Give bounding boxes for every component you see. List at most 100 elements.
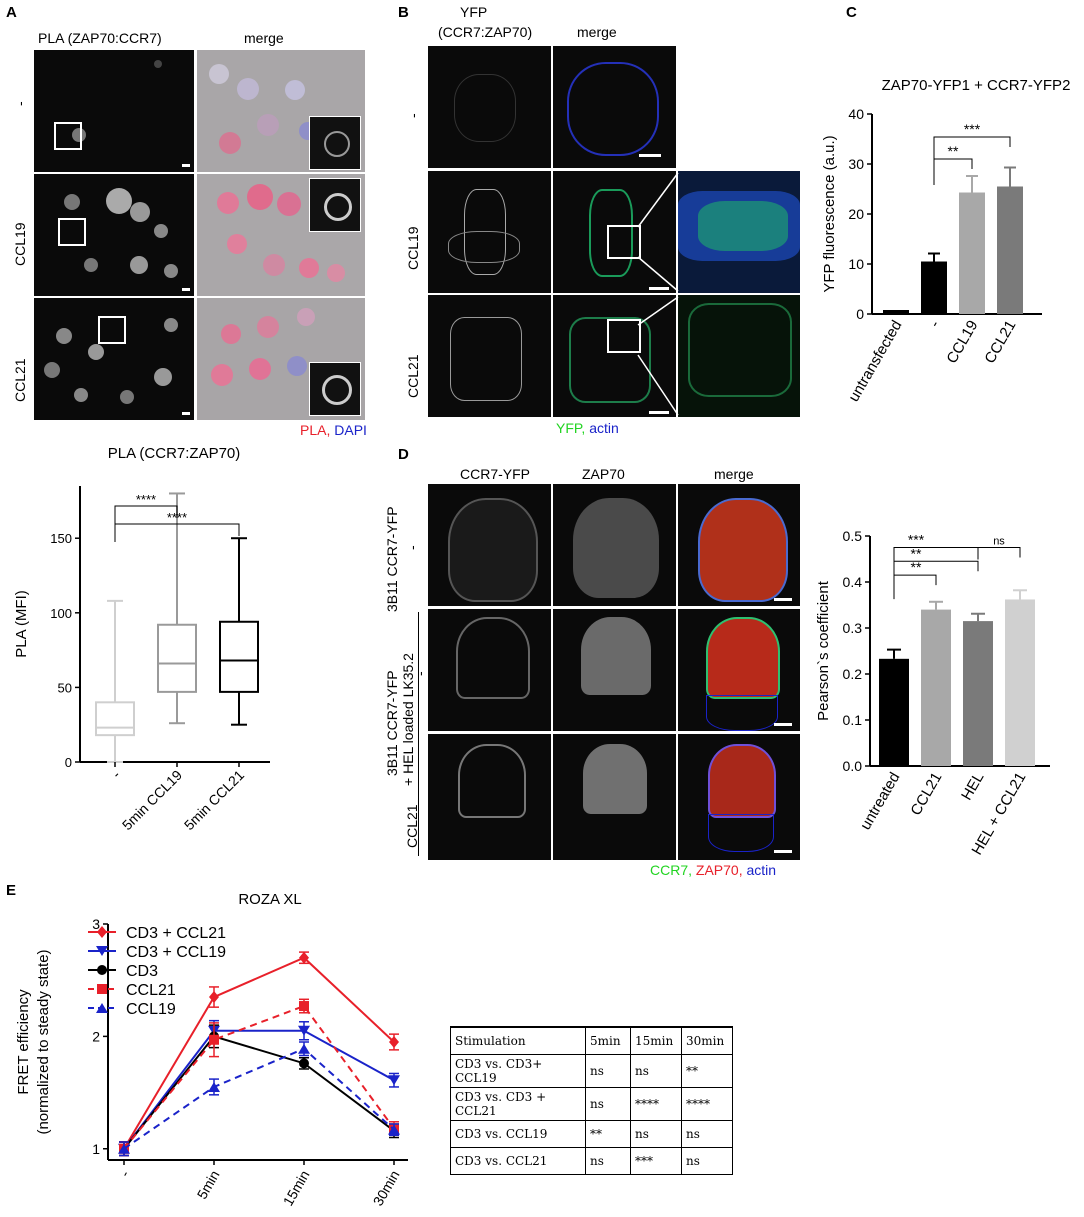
significance-label: ns [993, 536, 1005, 548]
legend-marker [97, 926, 107, 938]
table-cell: CD3 vs. CCL21 [450, 1147, 586, 1175]
panel-a-pla-image-row1 [34, 50, 194, 172]
panel-a-letter: A [6, 4, 17, 21]
table-row: CD3 vs. CCL21 ns *** ns [450, 1147, 733, 1175]
table-row: CD3 vs. CD3+ CCL19 ns ns ** [450, 1054, 733, 1088]
y-tick-label: 100 [50, 606, 72, 621]
panel-d-ccr7-image-row2 [428, 609, 551, 731]
y-tick-label: 3 [92, 916, 100, 932]
series-line [123, 956, 395, 1150]
legend-label: CCL19 [126, 1001, 176, 1018]
bar [997, 186, 1023, 314]
panel-a-merge-image-row2 [197, 174, 365, 296]
table-cell: ** [681, 1054, 733, 1088]
table-cell: ns [585, 1054, 631, 1088]
panel-a-row-label-1: - [12, 101, 28, 106]
series-line [123, 1035, 395, 1150]
panel-d-group-label-1: 3B11 CCR7-YFP [384, 506, 400, 612]
panel-b-yfp-image-row2 [428, 171, 551, 293]
table-cell: **** [630, 1087, 682, 1121]
y-tick-label: 40 [848, 106, 864, 122]
x-tick-label: 5min CCL19 [119, 767, 185, 833]
bar [921, 261, 947, 314]
panel-a-merge-image-row3 [197, 298, 365, 420]
bar [879, 658, 909, 766]
panel-d-merge-image-row1 [678, 484, 800, 606]
significance-label: *** [964, 121, 981, 137]
y-axis-label: PLA (MFI) [13, 590, 30, 658]
y-tick-label: 0 [65, 755, 72, 770]
legend-label: CD3 [126, 963, 158, 980]
x-tick-label: HEL [958, 770, 987, 804]
y-tick-label: 0.5 [843, 528, 863, 544]
panel-d-bar-chart: 0.0 0.1 0.2 0.3 0.4 0.5 Pearson`s coefficient u… [815, 528, 1050, 858]
x-tick-label: untransfected [845, 318, 905, 405]
series-line [123, 1029, 395, 1150]
panel-b-merge-image-row3 [553, 295, 676, 417]
legend-label: CD3 + CCL21 [126, 925, 226, 942]
x-tick-label: CCL21 [907, 770, 945, 819]
bar [883, 310, 909, 314]
panel-e-line-chart: ROZA XL 1 2 3 FRET efficiency (normalized to … [15, 891, 408, 1209]
table-cell: ** [585, 1120, 631, 1148]
panel-a-legend: PLA, DAPI [300, 422, 367, 438]
panel-d-ccr7-image-row3 [428, 734, 551, 860]
y-axis-label-2: (normalized to steady state) [35, 949, 52, 1134]
chart-title: PLA (CCR7:ZAP70) [108, 445, 241, 462]
x-tick-label: - [116, 1167, 132, 1179]
significance-label: **** [167, 510, 187, 525]
y-tick-label: 0.4 [843, 574, 863, 590]
panel-d-row-label-3: CCL21 [404, 804, 420, 848]
significance-bracket [114, 523, 240, 542]
y-tick-label: 150 [50, 531, 72, 546]
panel-d-col-header-merge: merge [714, 466, 754, 482]
panel-b-merge-image-row1 [553, 46, 676, 168]
actin-legend-label: actin [589, 420, 619, 436]
series-line [123, 1004, 395, 1150]
box-iqr [95, 701, 135, 737]
data-point [118, 1143, 130, 1154]
x-tick-label: 5min CCL21 [181, 767, 247, 833]
legend-marker [96, 946, 108, 956]
significance-bracket [933, 158, 973, 185]
bar [1005, 599, 1035, 766]
data-point [388, 1124, 400, 1135]
y-tick-label: 0.1 [843, 712, 863, 728]
table-cell: CD3 vs. CD3 + CCL21 [450, 1087, 586, 1121]
panel-a-pla-image-row3 [34, 298, 194, 420]
panel-d-merge-image-row2 [678, 609, 800, 731]
panel-d-zap70-image-row3 [553, 734, 676, 860]
data-point [298, 1043, 310, 1054]
table-header-row: Stimulation 5min 15min 30min [450, 1026, 733, 1055]
y-axis-label: YFP fluorescence (a.u.) [821, 135, 838, 292]
panel-d-letter: D [398, 446, 409, 463]
zap70-legend-label: ZAP70, [695, 862, 743, 878]
panel-b-col-header-yfp-line2: (CCR7:ZAP70) [438, 24, 533, 40]
table-cell: ns [585, 1087, 631, 1121]
significance-label: ** [948, 143, 959, 159]
x-tick-label: 5min [194, 1168, 223, 1202]
panel-a-row-label-3: CCL21 [12, 358, 28, 402]
x-tick-label: CCL19 [943, 318, 981, 367]
panel-d-ccr7-image-row1 [428, 484, 551, 606]
table-header-cell: 30min [681, 1026, 733, 1055]
y-tick-label: 2 [92, 1028, 100, 1044]
table-row: CD3 vs. CD3 + CCL21 ns **** **** [450, 1087, 733, 1121]
table-cell: *** [630, 1147, 682, 1175]
legend-label: CD3 + CCL19 [126, 944, 226, 961]
panel-b-zoom-image-row2 [678, 171, 800, 293]
significance-label: ** [911, 559, 922, 575]
table-header-cell: Stimulation [450, 1026, 586, 1055]
bar [959, 192, 985, 314]
panel-d-zap70-image-row2 [553, 609, 676, 731]
significance-label: *** [908, 532, 925, 548]
y-axis-label: Pearson`s coefficient [815, 580, 832, 721]
panel-a-row-label-2: CCL19 [12, 222, 28, 266]
table-cell: ns [630, 1120, 682, 1148]
data-point [209, 1034, 219, 1045]
chart-title: ZAP70-YFP1 + CCR7-YFP2 [882, 77, 1071, 94]
panel-c-letter: C [846, 4, 857, 21]
table-cell: ns [630, 1054, 682, 1088]
panel-b-yfp-image-row1 [428, 46, 551, 168]
